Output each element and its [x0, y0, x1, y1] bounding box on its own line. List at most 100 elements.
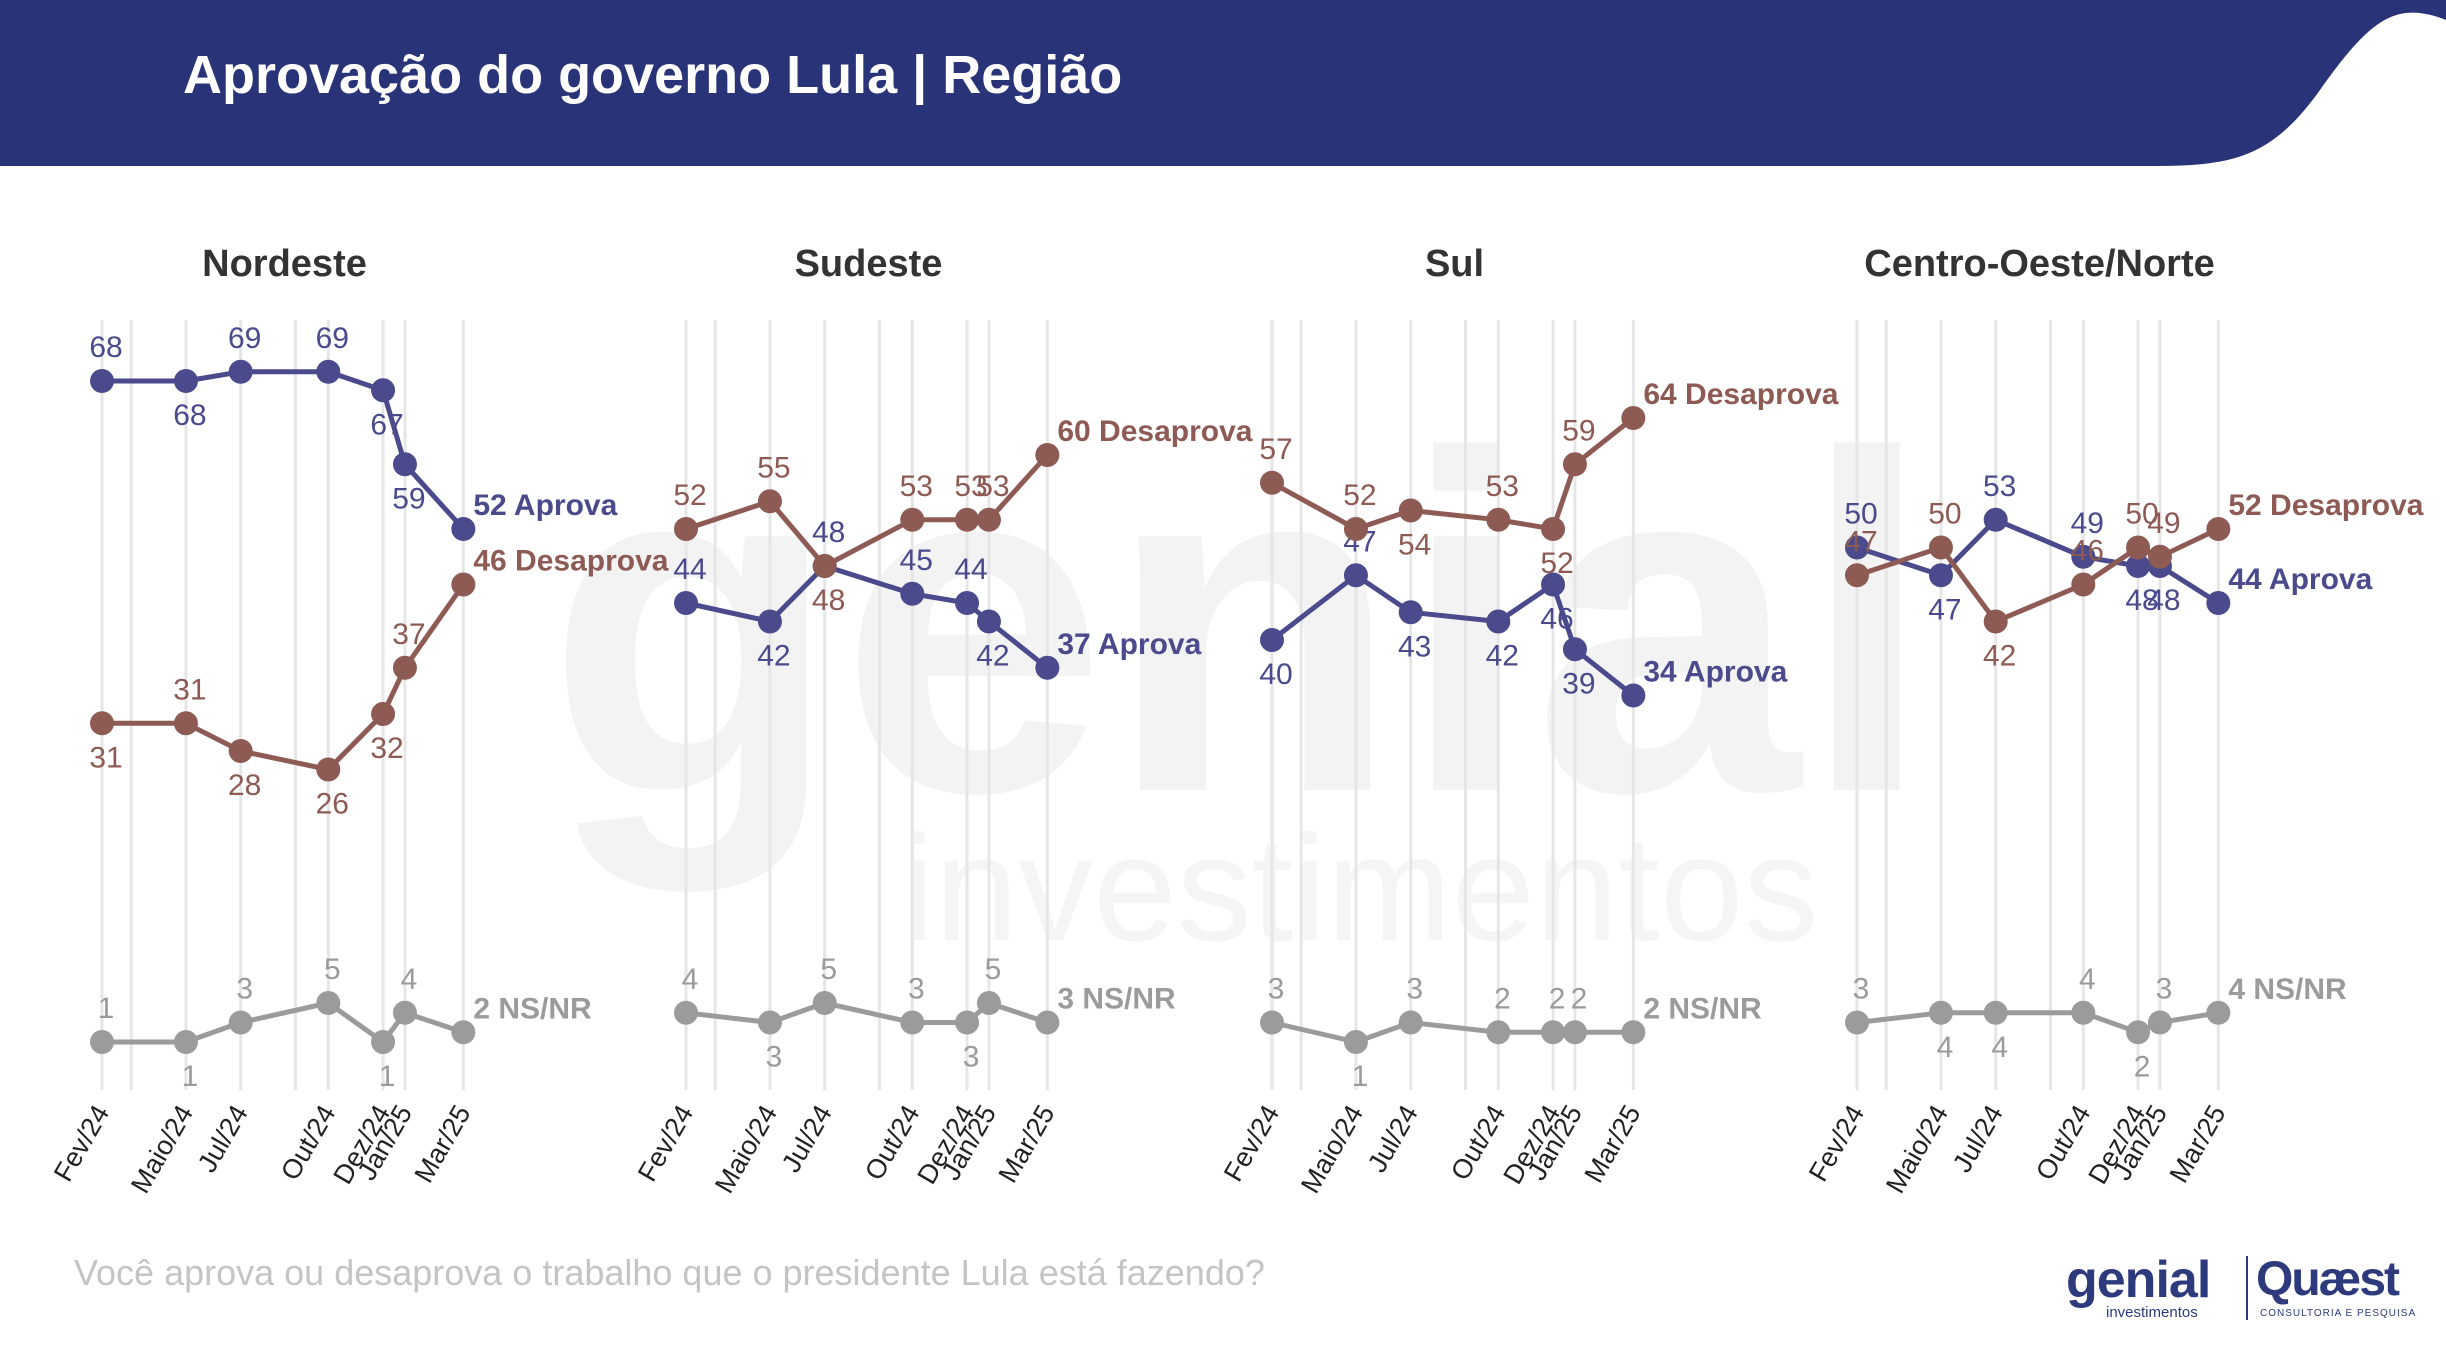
- data-label: 53: [1486, 470, 1519, 503]
- data-point: [1562, 452, 1587, 477]
- data-label: 32: [370, 732, 403, 765]
- data-label: 50: [1928, 498, 1961, 531]
- genial-logo: genial: [2066, 1251, 2211, 1309]
- data-point: [2206, 517, 2231, 541]
- data-label: 39: [1562, 667, 1595, 700]
- x-tick-label: Jul/24: [1947, 1100, 2009, 1177]
- x-tick-label: Fev/24: [48, 1100, 115, 1186]
- data-point: [976, 609, 1001, 634]
- series-end-label: 60 Desaprova: [1057, 415, 1252, 448]
- data-point: [173, 711, 198, 736]
- data-point: [1541, 517, 1566, 541]
- series-end-label: 52 Desaprova: [2228, 489, 2423, 522]
- data-label: 52: [1343, 479, 1376, 512]
- survey-question: Você aprova ou desaprova o trabalho que …: [74, 1252, 1265, 1293]
- data-point: [1621, 1020, 1646, 1045]
- data-label: 47: [1928, 593, 1961, 626]
- data-label: 42: [976, 640, 1009, 673]
- data-label: 3: [1853, 973, 1870, 1006]
- chart-title: Sudeste: [795, 243, 943, 285]
- data-point: [674, 517, 698, 541]
- data-point: [371, 1030, 396, 1054]
- data-point: [900, 507, 925, 532]
- data-point: [2126, 535, 2151, 560]
- x-tick-label: Jul/24: [776, 1100, 838, 1177]
- data-point: [2206, 591, 2231, 615]
- data-label: 53: [976, 470, 1009, 503]
- data-label: 3: [2156, 973, 2173, 1006]
- series-end-label: 3 NS/NR: [1057, 983, 1176, 1016]
- data-label: 53: [900, 470, 933, 503]
- data-point: [1621, 683, 1646, 708]
- data-label: 57: [1259, 433, 1292, 466]
- data-label: 4: [682, 963, 699, 996]
- data-point: [392, 452, 417, 477]
- data-label: 47: [1844, 525, 1877, 558]
- data-label: 52: [673, 479, 706, 512]
- data-point: [316, 991, 341, 1015]
- data-point: [1398, 498, 1423, 523]
- data-label: 42: [757, 640, 790, 673]
- data-point: [90, 1030, 114, 1054]
- data-label: 40: [1259, 658, 1292, 691]
- x-tick-label: Mar/25: [1579, 1100, 1647, 1188]
- data-label: 26: [316, 788, 349, 821]
- data-point: [976, 507, 1001, 532]
- data-point: [1928, 563, 1953, 588]
- series-end-label: 44 Aprova: [2228, 563, 2372, 596]
- series-end-label: 37 Aprova: [1057, 628, 1201, 661]
- series-end-label: 52 Aprova: [473, 489, 617, 522]
- data-point: [1845, 1010, 1869, 1035]
- data-label: 48: [2147, 584, 2180, 617]
- data-label: 68: [89, 331, 122, 364]
- data-point: [1260, 1010, 1284, 1035]
- header-band: [0, 0, 2446, 166]
- data-label: 59: [1562, 414, 1595, 447]
- data-point: [757, 609, 782, 634]
- data-label: 45: [900, 544, 933, 577]
- data-point: [900, 1010, 925, 1035]
- data-label: 48: [812, 584, 845, 617]
- x-tick-label: Maio/24: [125, 1100, 199, 1198]
- data-point: [1845, 535, 1869, 560]
- data-point: [1260, 628, 1284, 652]
- data-label: 52: [1540, 547, 1573, 580]
- series-end-label: 2 NS/NR: [1643, 992, 1762, 1025]
- data-point: [1541, 572, 1566, 597]
- data-point: [2147, 544, 2172, 569]
- data-point: [1260, 470, 1284, 495]
- quaest-logo: Quæst: [2256, 1253, 2400, 1306]
- data-label: 37: [392, 618, 425, 651]
- data-label: 3: [1268, 973, 1285, 1006]
- data-point: [1035, 443, 1060, 467]
- data-label: 2: [1494, 982, 1511, 1015]
- data-point: [1486, 1020, 1511, 1045]
- data-label: 1: [1352, 1060, 1369, 1093]
- page-title: Aprovação do governo Lula | Região: [183, 45, 1123, 105]
- data-point: [1035, 1010, 1060, 1035]
- data-label: 4: [401, 963, 418, 996]
- data-label: 59: [392, 482, 425, 515]
- chart-title: Centro-Oeste/Norte: [1864, 243, 2215, 285]
- data-point: [2206, 1000, 2231, 1025]
- data-point: [228, 1010, 253, 1035]
- x-tick-label: Mar/25: [993, 1100, 1061, 1188]
- data-point: [451, 517, 476, 541]
- data-point: [812, 554, 837, 578]
- data-label: 28: [228, 769, 261, 802]
- data-point: [955, 1010, 980, 1035]
- data-label: 46: [2071, 535, 2104, 568]
- data-label: 50: [1844, 498, 1877, 531]
- series-end-label: 4 NS/NR: [2228, 973, 2347, 1006]
- data-point: [2126, 554, 2151, 578]
- data-point: [392, 655, 417, 680]
- data-point: [1486, 507, 1511, 532]
- data-point: [316, 359, 341, 384]
- data-point: [955, 591, 980, 615]
- quaest-logo-subtitle: CONSULTORIA E PESQUISA: [2260, 1308, 2417, 1319]
